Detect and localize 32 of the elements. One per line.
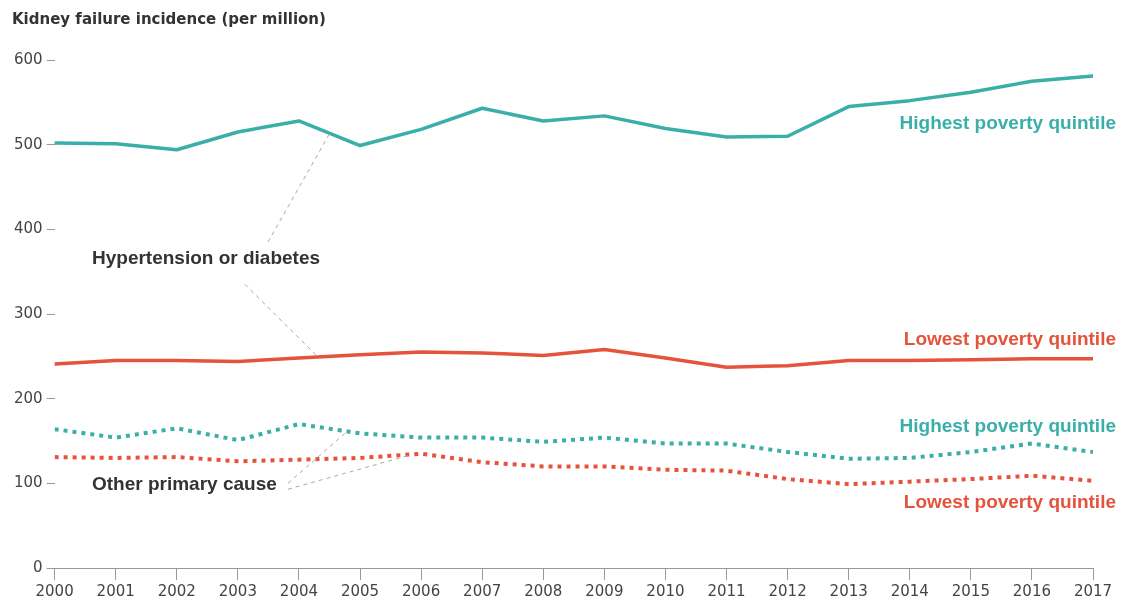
x-tick-label: 2008	[524, 581, 563, 600]
x-tick-label: 2013	[829, 581, 868, 600]
y-tick-label: 400	[13, 219, 43, 238]
x-tick-label: 2004	[279, 581, 319, 600]
series-label: Lowest poverty quintile	[903, 491, 1116, 513]
y-axis-title: Kidney failure incidence (per million)	[12, 9, 326, 28]
y-tick-label: 100	[13, 473, 43, 492]
x-tick-label: 2015	[951, 581, 990, 600]
x-tick-label: 2007	[463, 581, 502, 600]
x-tick-label: 2005	[340, 581, 380, 600]
x-tick-label: 2009	[585, 581, 624, 600]
x-tick-label: 2016	[1012, 581, 1052, 600]
x-tick-label: 2014	[890, 581, 929, 600]
annotation: Hypertension or diabetes	[92, 247, 321, 269]
x-tick-label: 2017	[1073, 581, 1113, 600]
x-tick-label: 2011	[707, 581, 746, 600]
y-tick-label: 0	[33, 557, 43, 576]
x-tick-label: 2003	[218, 581, 257, 600]
y-tick-label: 200	[13, 388, 43, 407]
x-tick-label: 2010	[646, 581, 685, 600]
x-tick-label: 2001	[96, 581, 135, 600]
x-tick-label: 2012	[768, 581, 807, 600]
y-tick-label: 300	[13, 303, 43, 322]
series-label: Highest poverty quintile	[899, 112, 1116, 134]
y-tick-label: 500	[13, 134, 43, 153]
annotation: Other primary cause	[92, 473, 277, 495]
x-tick-label: 2000	[35, 581, 74, 600]
x-tick-label: 2002	[157, 581, 196, 600]
series-label: Lowest poverty quintile	[903, 327, 1116, 349]
x-tick-label: 2006	[402, 581, 441, 600]
y-tick-label: 600	[13, 49, 43, 68]
series-label: Highest poverty quintile	[899, 414, 1116, 436]
